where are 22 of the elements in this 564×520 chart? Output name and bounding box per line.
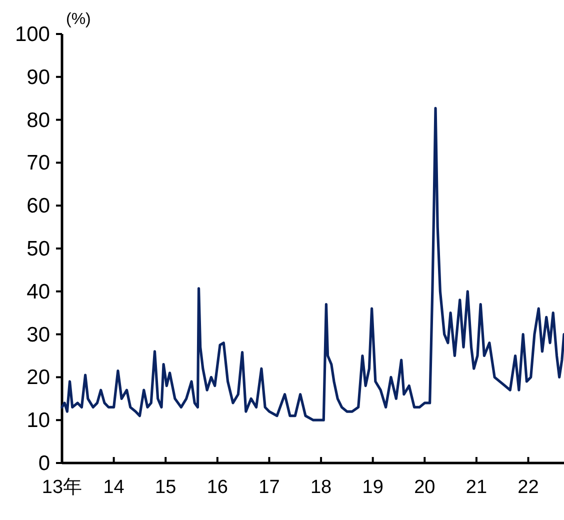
x-tick-label: 16 bbox=[206, 477, 228, 498]
y-tick-label: 80 bbox=[26, 108, 50, 132]
x-tick-label: 14 bbox=[103, 477, 125, 498]
x-tick-label: 13年 bbox=[42, 477, 82, 498]
x-tick-label: 18 bbox=[310, 477, 332, 498]
x-tick-label: 20 bbox=[414, 477, 436, 498]
y-tick-label: 10 bbox=[26, 409, 50, 432]
x-tick-label: 19 bbox=[362, 477, 384, 498]
y-tick-label: 40 bbox=[26, 280, 50, 304]
y-tick-label: 60 bbox=[26, 194, 50, 218]
x-tick-label: 22 bbox=[518, 477, 539, 498]
y-axis-title: (%) bbox=[66, 11, 91, 28]
y-tick-label: 70 bbox=[26, 152, 50, 175]
x-tick-label: 21 bbox=[466, 477, 488, 498]
y-tick-label: 50 bbox=[26, 238, 50, 260]
y-tick-label: 30 bbox=[26, 323, 50, 346]
y-tick-label: 20 bbox=[26, 366, 50, 390]
x-tick-label: 17 bbox=[258, 477, 280, 498]
y-tick-label: 0 bbox=[38, 452, 50, 475]
y-tick-label: 100 bbox=[14, 23, 50, 46]
x-tick-label: 15 bbox=[155, 477, 176, 498]
y-tick-label: 90 bbox=[26, 66, 50, 89]
